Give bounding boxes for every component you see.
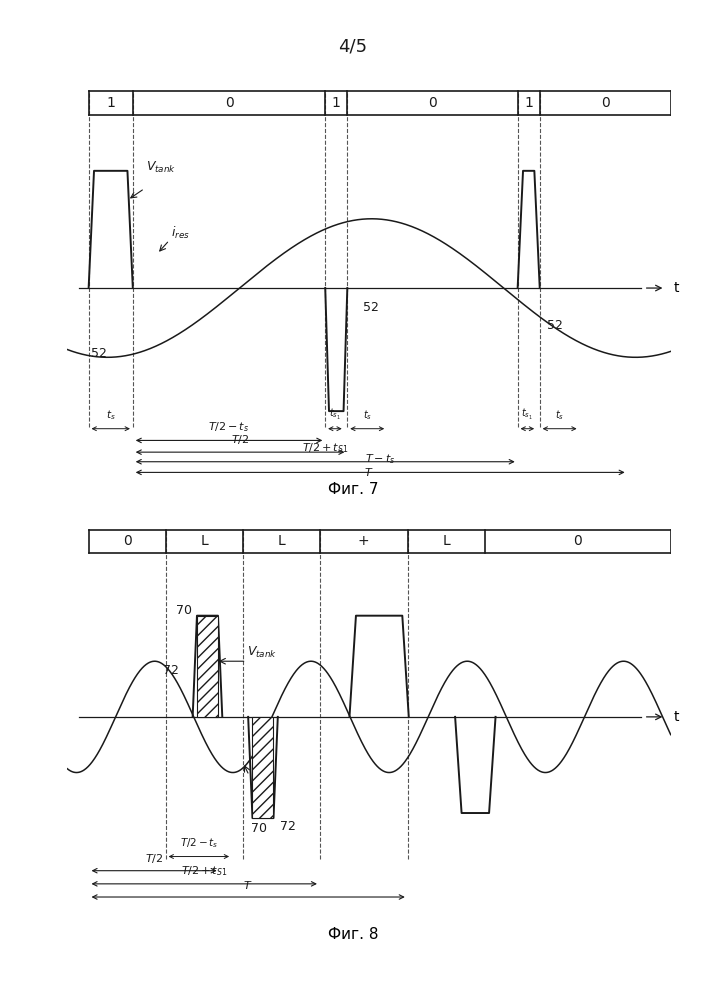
Text: $T$: $T$ [364, 466, 373, 478]
Text: $T/2-t_s$: $T/2-t_s$ [179, 836, 218, 850]
Text: 0: 0 [573, 534, 582, 548]
Text: 1: 1 [332, 96, 341, 110]
Text: +: + [358, 534, 369, 548]
Text: $t_s$: $t_s$ [555, 409, 564, 423]
Text: L: L [443, 534, 450, 548]
Text: 72: 72 [280, 820, 297, 833]
Text: $T-t_s$: $T-t_s$ [365, 453, 395, 466]
Text: $t_s$: $t_s$ [106, 409, 116, 423]
Text: 52: 52 [363, 302, 379, 315]
Bar [197, 615, 218, 717]
Text: Фиг. 7: Фиг. 7 [328, 482, 378, 498]
Text: 1: 1 [107, 96, 115, 110]
Text: 72: 72 [163, 664, 179, 677]
Text: $t_{s_1}$: $t_{s_1}$ [329, 408, 341, 423]
Bar [253, 717, 273, 818]
Text: $T/2-t_s$: $T/2-t_s$ [208, 421, 250, 434]
Text: $T$: $T$ [244, 879, 253, 891]
Text: 52: 52 [547, 319, 563, 332]
Text: $i_{res}$: $i_{res}$ [251, 767, 270, 784]
Text: 0: 0 [428, 96, 437, 110]
Text: $T/2+t_{S1}$: $T/2+t_{S1}$ [302, 442, 349, 456]
Text: 0: 0 [225, 96, 234, 110]
Text: 0: 0 [123, 534, 131, 548]
Text: $t_{s_1}$: $t_{s_1}$ [521, 408, 533, 423]
Text: Фиг. 8: Фиг. 8 [328, 926, 378, 942]
Text: 70: 70 [176, 603, 193, 616]
Text: $T/2+t_{S1}$: $T/2+t_{S1}$ [181, 864, 227, 878]
Text: L: L [201, 534, 208, 548]
Text: 52: 52 [91, 348, 107, 361]
Text: $T/2$: $T/2$ [231, 433, 249, 446]
Text: $i_{res}$: $i_{res}$ [171, 225, 189, 241]
Text: 1: 1 [525, 96, 533, 110]
Text: 0: 0 [601, 96, 609, 110]
Text: $T/2$: $T/2$ [145, 851, 163, 864]
Text: L: L [277, 534, 285, 548]
Text: $t_s$: $t_s$ [363, 409, 372, 423]
Text: t: t [674, 710, 679, 724]
Text: $V_{tank}$: $V_{tank}$ [146, 160, 176, 175]
Text: t: t [674, 281, 679, 295]
Text: 4/5: 4/5 [338, 38, 368, 56]
Text: 70: 70 [251, 822, 267, 835]
Text: $V_{tank}$: $V_{tank}$ [247, 645, 277, 660]
